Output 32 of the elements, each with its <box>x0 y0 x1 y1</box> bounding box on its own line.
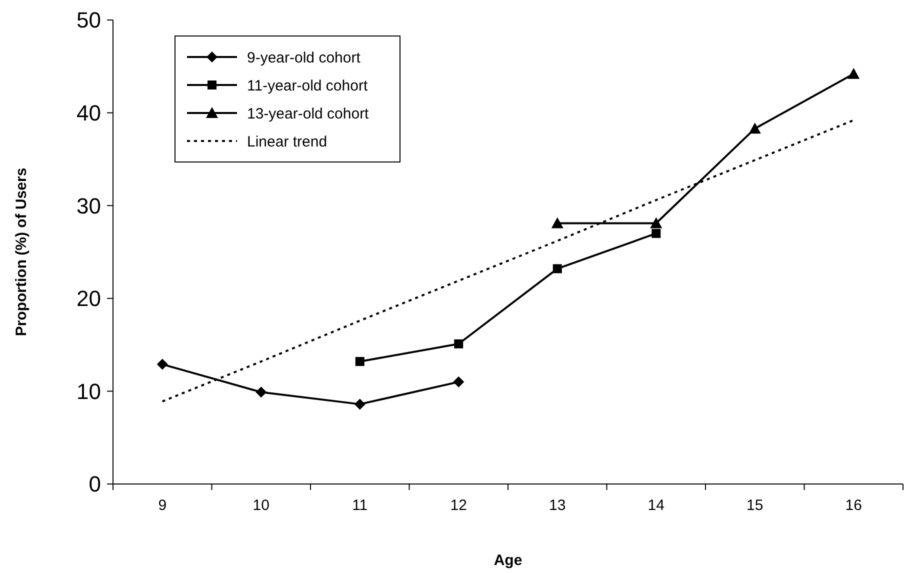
point <box>552 264 562 274</box>
y-tick-label: 50 <box>76 8 101 33</box>
x-tick-label: 11 <box>352 497 368 514</box>
point <box>551 217 564 228</box>
point <box>354 398 366 410</box>
point <box>453 376 464 388</box>
y-tick-label: 20 <box>76 286 101 312</box>
legend-label: Linear trend <box>247 133 328 150</box>
x-tick-label: 16 <box>845 497 862 514</box>
x-tick-label: 12 <box>450 497 467 514</box>
y-axis-title: Proportion (%) of Users <box>13 168 30 336</box>
legend-label: 11-year-old cohort <box>247 77 368 94</box>
point <box>748 122 761 134</box>
x-tick-label: 14 <box>648 497 664 514</box>
point <box>256 386 267 398</box>
y-tick-label: 30 <box>76 193 101 218</box>
point <box>652 228 661 238</box>
legend-label: 9-year-old cohort <box>247 49 362 66</box>
x-tick-label: 10 <box>252 497 270 514</box>
x-tick-label: 9 <box>158 497 167 514</box>
x-axis-title: Age <box>494 552 522 569</box>
y-tick-label: 10 <box>76 378 101 404</box>
y-tick-label: 0 <box>88 472 101 497</box>
x-tick-label: 15 <box>746 497 764 514</box>
point <box>650 217 662 228</box>
y-tick-label: 40 <box>76 100 101 126</box>
point <box>848 68 860 79</box>
point <box>355 357 364 366</box>
legend-label: 13-year-old cohort <box>247 105 370 122</box>
point <box>454 339 464 348</box>
x-tick-label: 13 <box>549 497 566 514</box>
point <box>156 358 168 370</box>
